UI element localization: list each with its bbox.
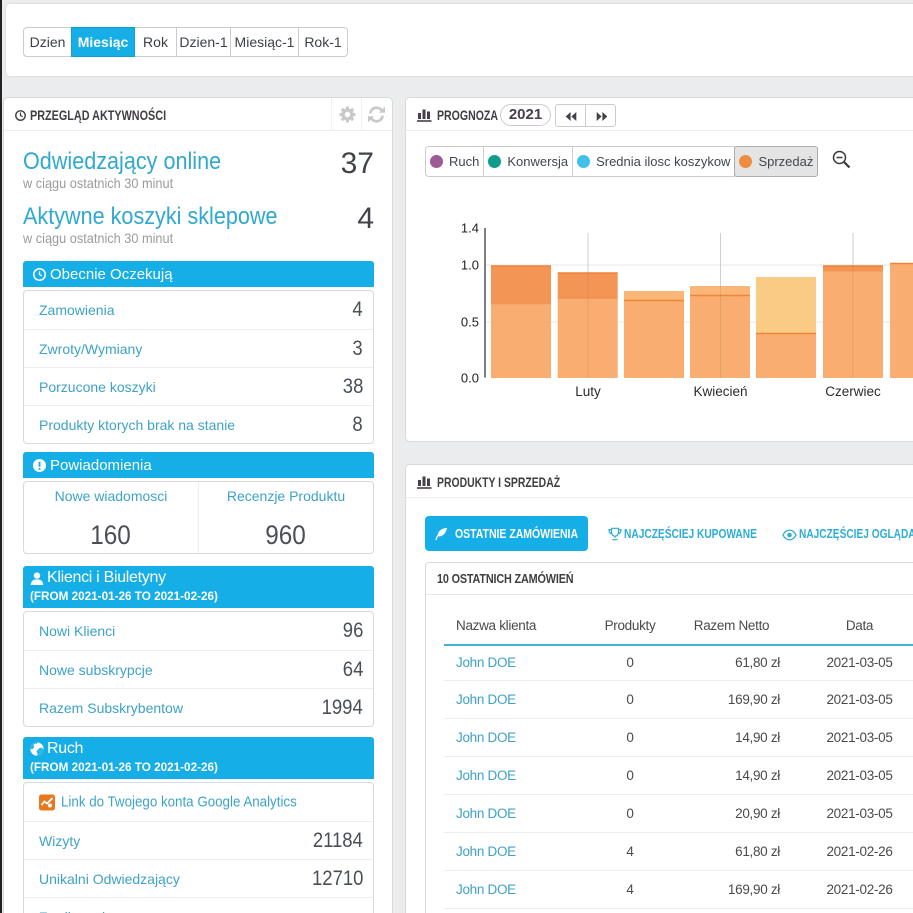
svg-text:0.0: 0.0 xyxy=(461,371,479,386)
svg-text:Luty: Luty xyxy=(575,384,601,399)
svg-text:1.4: 1.4 xyxy=(461,221,479,236)
svg-text:1.0: 1.0 xyxy=(461,258,479,273)
svg-text:Kwiecień: Kwiecień xyxy=(693,384,747,399)
svg-text:Czerwiec: Czerwiec xyxy=(825,384,881,399)
svg-text:0.5: 0.5 xyxy=(461,315,479,330)
